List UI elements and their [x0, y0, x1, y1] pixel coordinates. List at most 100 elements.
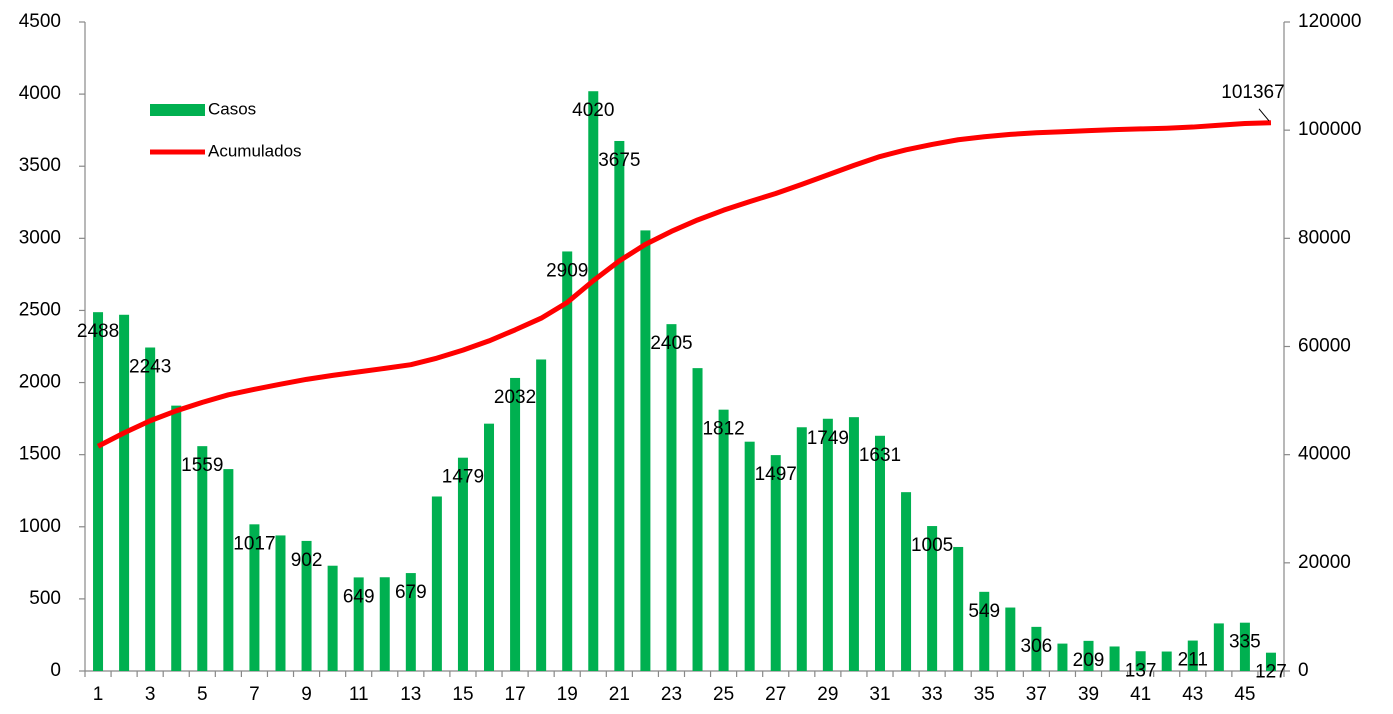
value-label: 3675 [598, 150, 640, 171]
bar [1031, 626, 1042, 671]
value-label: 549 [968, 601, 1000, 622]
bar [1083, 640, 1094, 671]
y-tick-label: 2000 [19, 372, 61, 393]
y-tick-label: 3000 [19, 227, 61, 248]
y-tick-label: 4000 [19, 83, 61, 104]
y2-tick-label: 120000 [1298, 11, 1361, 32]
x-tick-label: 43 [1182, 684, 1203, 705]
bar [1135, 651, 1146, 671]
value-label: 1497 [755, 464, 797, 485]
x-tick-label: 25 [713, 684, 734, 705]
x-tick-label: 21 [609, 684, 630, 705]
value-label: 1749 [807, 428, 849, 449]
y2-tick-label: 60000 [1298, 336, 1351, 357]
value-label: 2909 [546, 260, 588, 281]
x-tick-label: 35 [974, 684, 995, 705]
bar [901, 492, 912, 671]
value-label: 679 [395, 582, 427, 603]
bar [536, 359, 547, 671]
bar [848, 417, 859, 671]
bar [1005, 607, 1016, 671]
y-tick-label: 4500 [19, 11, 61, 32]
legend-label: Acumulados [208, 141, 302, 160]
value-label: 127 [1255, 662, 1287, 683]
bar [666, 324, 677, 671]
x-tick-label: 39 [1078, 684, 1099, 705]
bar [301, 540, 312, 671]
legend-swatch [150, 104, 205, 116]
bar [562, 251, 573, 671]
y2-tick-label: 0 [1298, 660, 1309, 681]
bar [1109, 646, 1120, 671]
bar [770, 455, 781, 671]
value-label: 306 [1021, 636, 1053, 657]
bar [1057, 643, 1068, 671]
value-label: 649 [343, 586, 375, 607]
bar [145, 347, 156, 671]
x-tick-label: 31 [869, 684, 890, 705]
bar [718, 409, 729, 671]
bar [744, 441, 755, 671]
x-tick-label: 23 [661, 684, 682, 705]
value-label: 902 [291, 550, 323, 571]
bar [353, 577, 364, 671]
value-label: 101367 [1221, 82, 1284, 103]
bar [431, 496, 442, 671]
x-tick-label: 19 [557, 684, 578, 705]
legend-label: Casos [208, 99, 256, 118]
x-tick-label: 13 [400, 684, 421, 705]
value-label: 209 [1073, 650, 1105, 671]
x-tick-label: 17 [505, 684, 526, 705]
bar [822, 418, 833, 671]
y2-tick-label: 100000 [1298, 119, 1361, 140]
x-tick-label: 3 [145, 684, 156, 705]
bar [588, 91, 599, 671]
bar [1187, 640, 1198, 671]
y2-tick-label: 20000 [1298, 552, 1351, 573]
bar [1161, 651, 1172, 671]
bar [327, 565, 338, 671]
value-label: 1559 [181, 455, 223, 476]
y-tick-label: 2500 [19, 299, 61, 320]
value-label: 335 [1229, 632, 1261, 653]
bar [614, 140, 625, 671]
y-tick-label: 1000 [19, 516, 61, 537]
y-tick-label: 0 [50, 660, 61, 681]
bar [119, 314, 130, 671]
y-tick-label: 3500 [19, 155, 61, 176]
leader-line [1258, 108, 1270, 122]
x-tick-label: 45 [1234, 684, 1255, 705]
value-label: 2032 [494, 387, 536, 408]
value-label: 1479 [442, 467, 484, 488]
bar [953, 546, 964, 671]
bar [1213, 623, 1224, 671]
value-label: 4020 [572, 100, 614, 121]
x-tick-label: 11 [349, 684, 369, 705]
value-label: 2243 [129, 357, 171, 378]
x-tick-label: 5 [197, 684, 208, 705]
x-tick-label: 37 [1026, 684, 1047, 705]
bar [249, 524, 260, 671]
value-label: 2488 [77, 321, 119, 342]
bar [640, 230, 651, 671]
bar [275, 535, 286, 671]
bar [484, 423, 495, 671]
bar [379, 577, 390, 671]
value-label: 2405 [650, 333, 692, 354]
x-tick-label: 15 [452, 684, 473, 705]
value-label: 1812 [702, 419, 744, 440]
y-tick-label: 1500 [19, 444, 61, 465]
line [96, 120, 1272, 449]
x-tick-label: 7 [249, 684, 260, 705]
x-tick-label: 27 [765, 684, 786, 705]
y2-tick-label: 40000 [1298, 444, 1351, 465]
bar [405, 573, 416, 671]
y2-tick-label: 80000 [1298, 227, 1351, 248]
bar [692, 368, 703, 671]
x-tick-label: 41 [1130, 684, 1151, 705]
bar [93, 312, 104, 671]
x-tick-label: 1 [93, 684, 104, 705]
value-label: 1005 [911, 535, 953, 556]
bar [223, 469, 234, 671]
